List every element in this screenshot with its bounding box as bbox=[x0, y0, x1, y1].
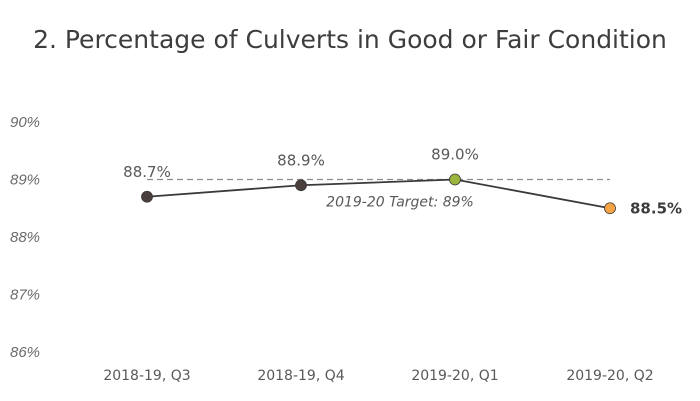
y-tick-label: 88% bbox=[10, 229, 40, 246]
x-tick-label: 2019-20, Q1 bbox=[411, 368, 498, 384]
x-tick-label: 2018-19, Q3 bbox=[103, 368, 190, 384]
x-axis: 2018-19, Q3 2018-19, Q4 2019-20, Q1 2019-20… bbox=[103, 368, 653, 384]
y-tick-label: 89% bbox=[10, 172, 40, 189]
data-label: 88.5% bbox=[630, 199, 682, 217]
y-axis: 90% 89% 88% 87% 86% bbox=[10, 114, 40, 361]
data-point bbox=[141, 190, 153, 203]
y-tick-label: 86% bbox=[10, 344, 40, 361]
data-point bbox=[295, 179, 307, 192]
data-label: 89.0% bbox=[431, 146, 479, 164]
data-labels: 88.7% 88.9% 89.0% 88.5% bbox=[123, 146, 682, 218]
target-label: 2019-20 Target: 89% bbox=[326, 195, 474, 211]
data-label: 88.9% bbox=[277, 151, 325, 169]
data-point bbox=[604, 202, 616, 215]
target-group: 2019-20 Target: 89% bbox=[147, 178, 610, 211]
series bbox=[141, 173, 616, 215]
series-line bbox=[146, 178, 611, 210]
y-tick-label: 87% bbox=[10, 287, 40, 304]
chart-title: 2. Percentage of Culverts in Good or Fai… bbox=[33, 25, 667, 54]
data-point bbox=[449, 173, 461, 186]
data-label: 88.7% bbox=[123, 163, 171, 181]
x-tick-label: 2018-19, Q4 bbox=[257, 368, 344, 384]
x-tick-label: 2019-20, Q2 bbox=[566, 368, 653, 384]
y-tick-label: 90% bbox=[10, 114, 40, 131]
